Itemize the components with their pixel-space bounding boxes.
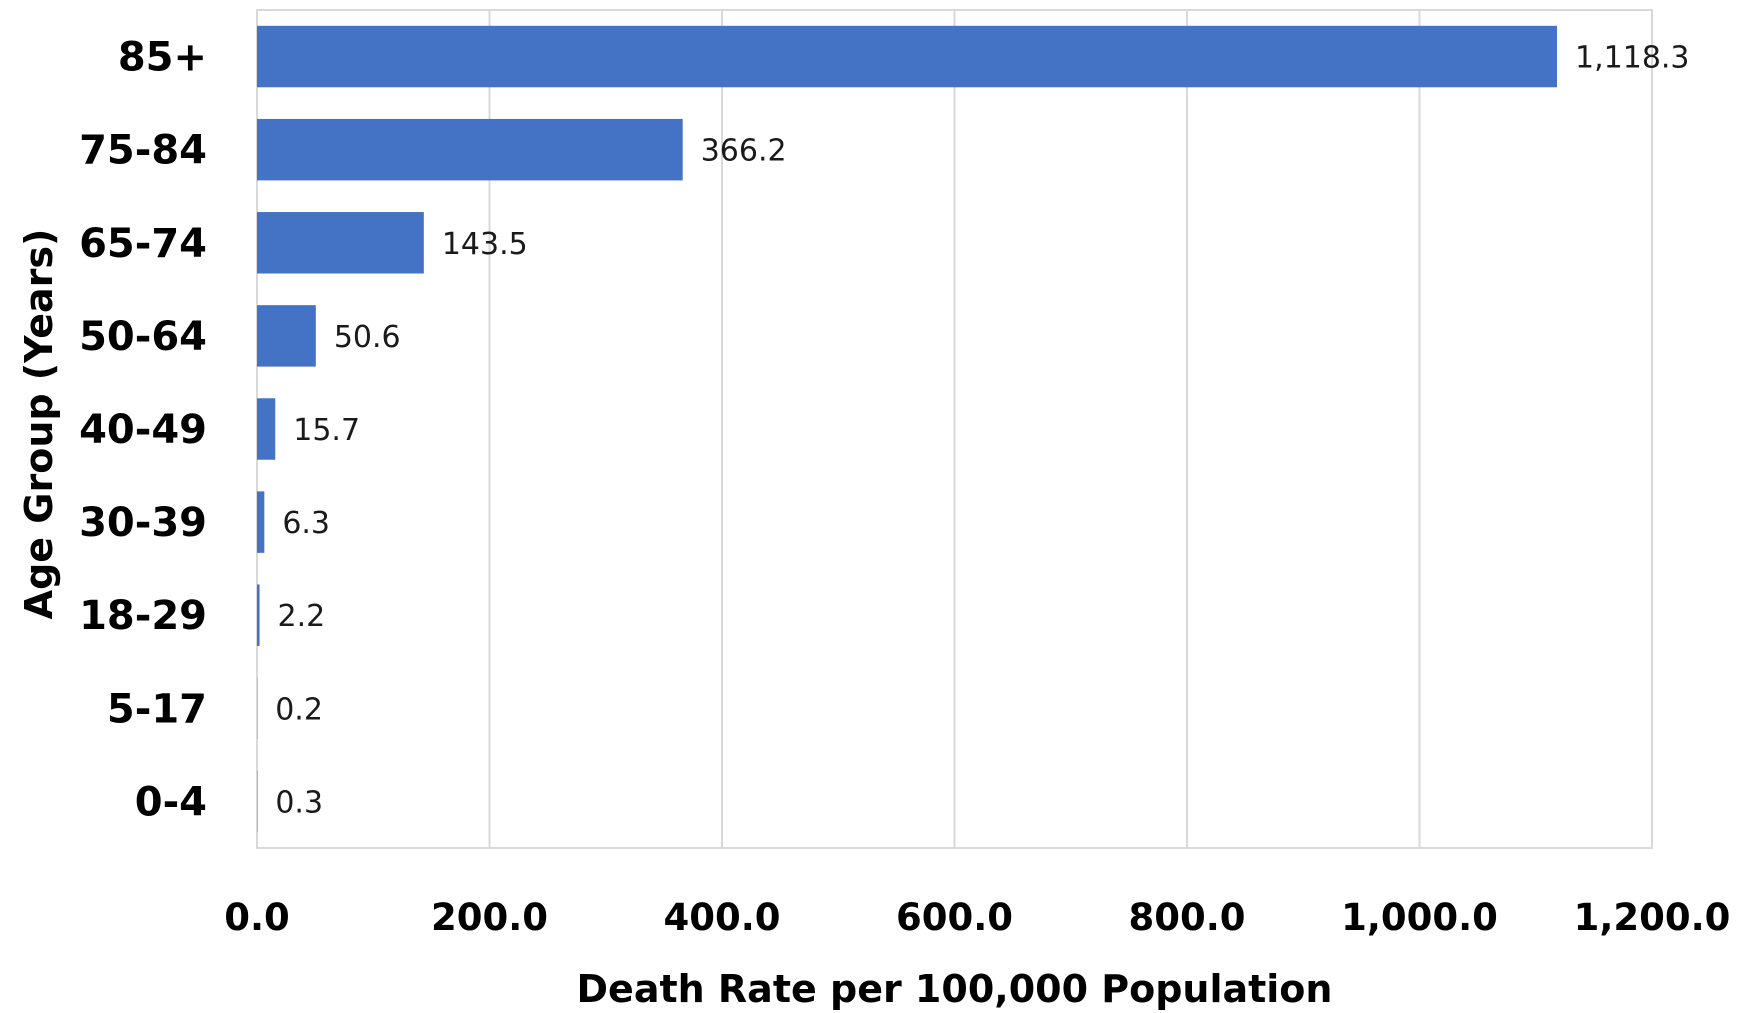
category-label-75-84: 75-84	[79, 128, 207, 174]
bar-65-74	[257, 212, 424, 274]
data-label-30-39: 6.3	[282, 506, 330, 541]
data-label-75-84: 366.2	[701, 134, 787, 169]
category-label-5-17: 5-17	[107, 686, 207, 732]
category-label-18-29: 18-29	[79, 593, 207, 639]
data-label-85+: 1,118.3	[1575, 41, 1690, 76]
bars	[257, 25, 1558, 833]
category-label-50-64: 50-64	[79, 314, 207, 360]
x-tick-label: 200.0	[431, 896, 548, 939]
x-tick-label: 800.0	[1128, 896, 1245, 939]
data-label-5-17: 0.2	[275, 692, 323, 727]
bar-40-49	[257, 398, 276, 460]
bar-85+	[257, 25, 1558, 88]
data-label-0-4: 0.3	[275, 785, 323, 820]
data-label-65-74: 143.5	[442, 227, 528, 262]
category-label-85+: 85+	[118, 35, 207, 81]
category-label-65-74: 65-74	[79, 221, 207, 267]
bar-50-64	[257, 305, 316, 367]
bar-75-84	[257, 118, 683, 181]
x-tick-labels: 0.0 200.0 400.0 600.0 800.0 1,000.0 1,200.0	[224, 896, 1730, 939]
x-tick-label: 1,200.0	[1574, 896, 1731, 939]
x-tick-label: 1,000.0	[1341, 896, 1498, 939]
data-label-50-64: 50.6	[334, 320, 401, 355]
x-tick-label: 400.0	[663, 896, 780, 939]
bar-18-29	[257, 584, 260, 646]
category-label-40-49: 40-49	[79, 407, 207, 453]
category-label-30-39: 30-39	[79, 500, 207, 546]
data-labels: 0.3 0.2 2.2 6.3 15.7 50.6 143.5 366.2 1,118.3	[275, 41, 1689, 821]
category-label-0-4: 0-4	[135, 779, 207, 825]
gridlines	[488, 10, 1421, 848]
category-labels: 0-4 5-17 18-29 30-39 40-49 50-64 65-74 75-84 85+	[79, 35, 207, 826]
x-tick-label: 600.0	[896, 896, 1013, 939]
x-tick-label: 0.0	[224, 896, 290, 939]
data-label-18-29: 2.2	[278, 599, 326, 634]
y-axis-title: Age Group (Years)	[17, 229, 61, 620]
bar-30-39	[257, 491, 265, 553]
x-axis-title: Death Rate per 100,000 Population	[577, 967, 1333, 1011]
data-label-40-49: 15.7	[293, 413, 360, 448]
